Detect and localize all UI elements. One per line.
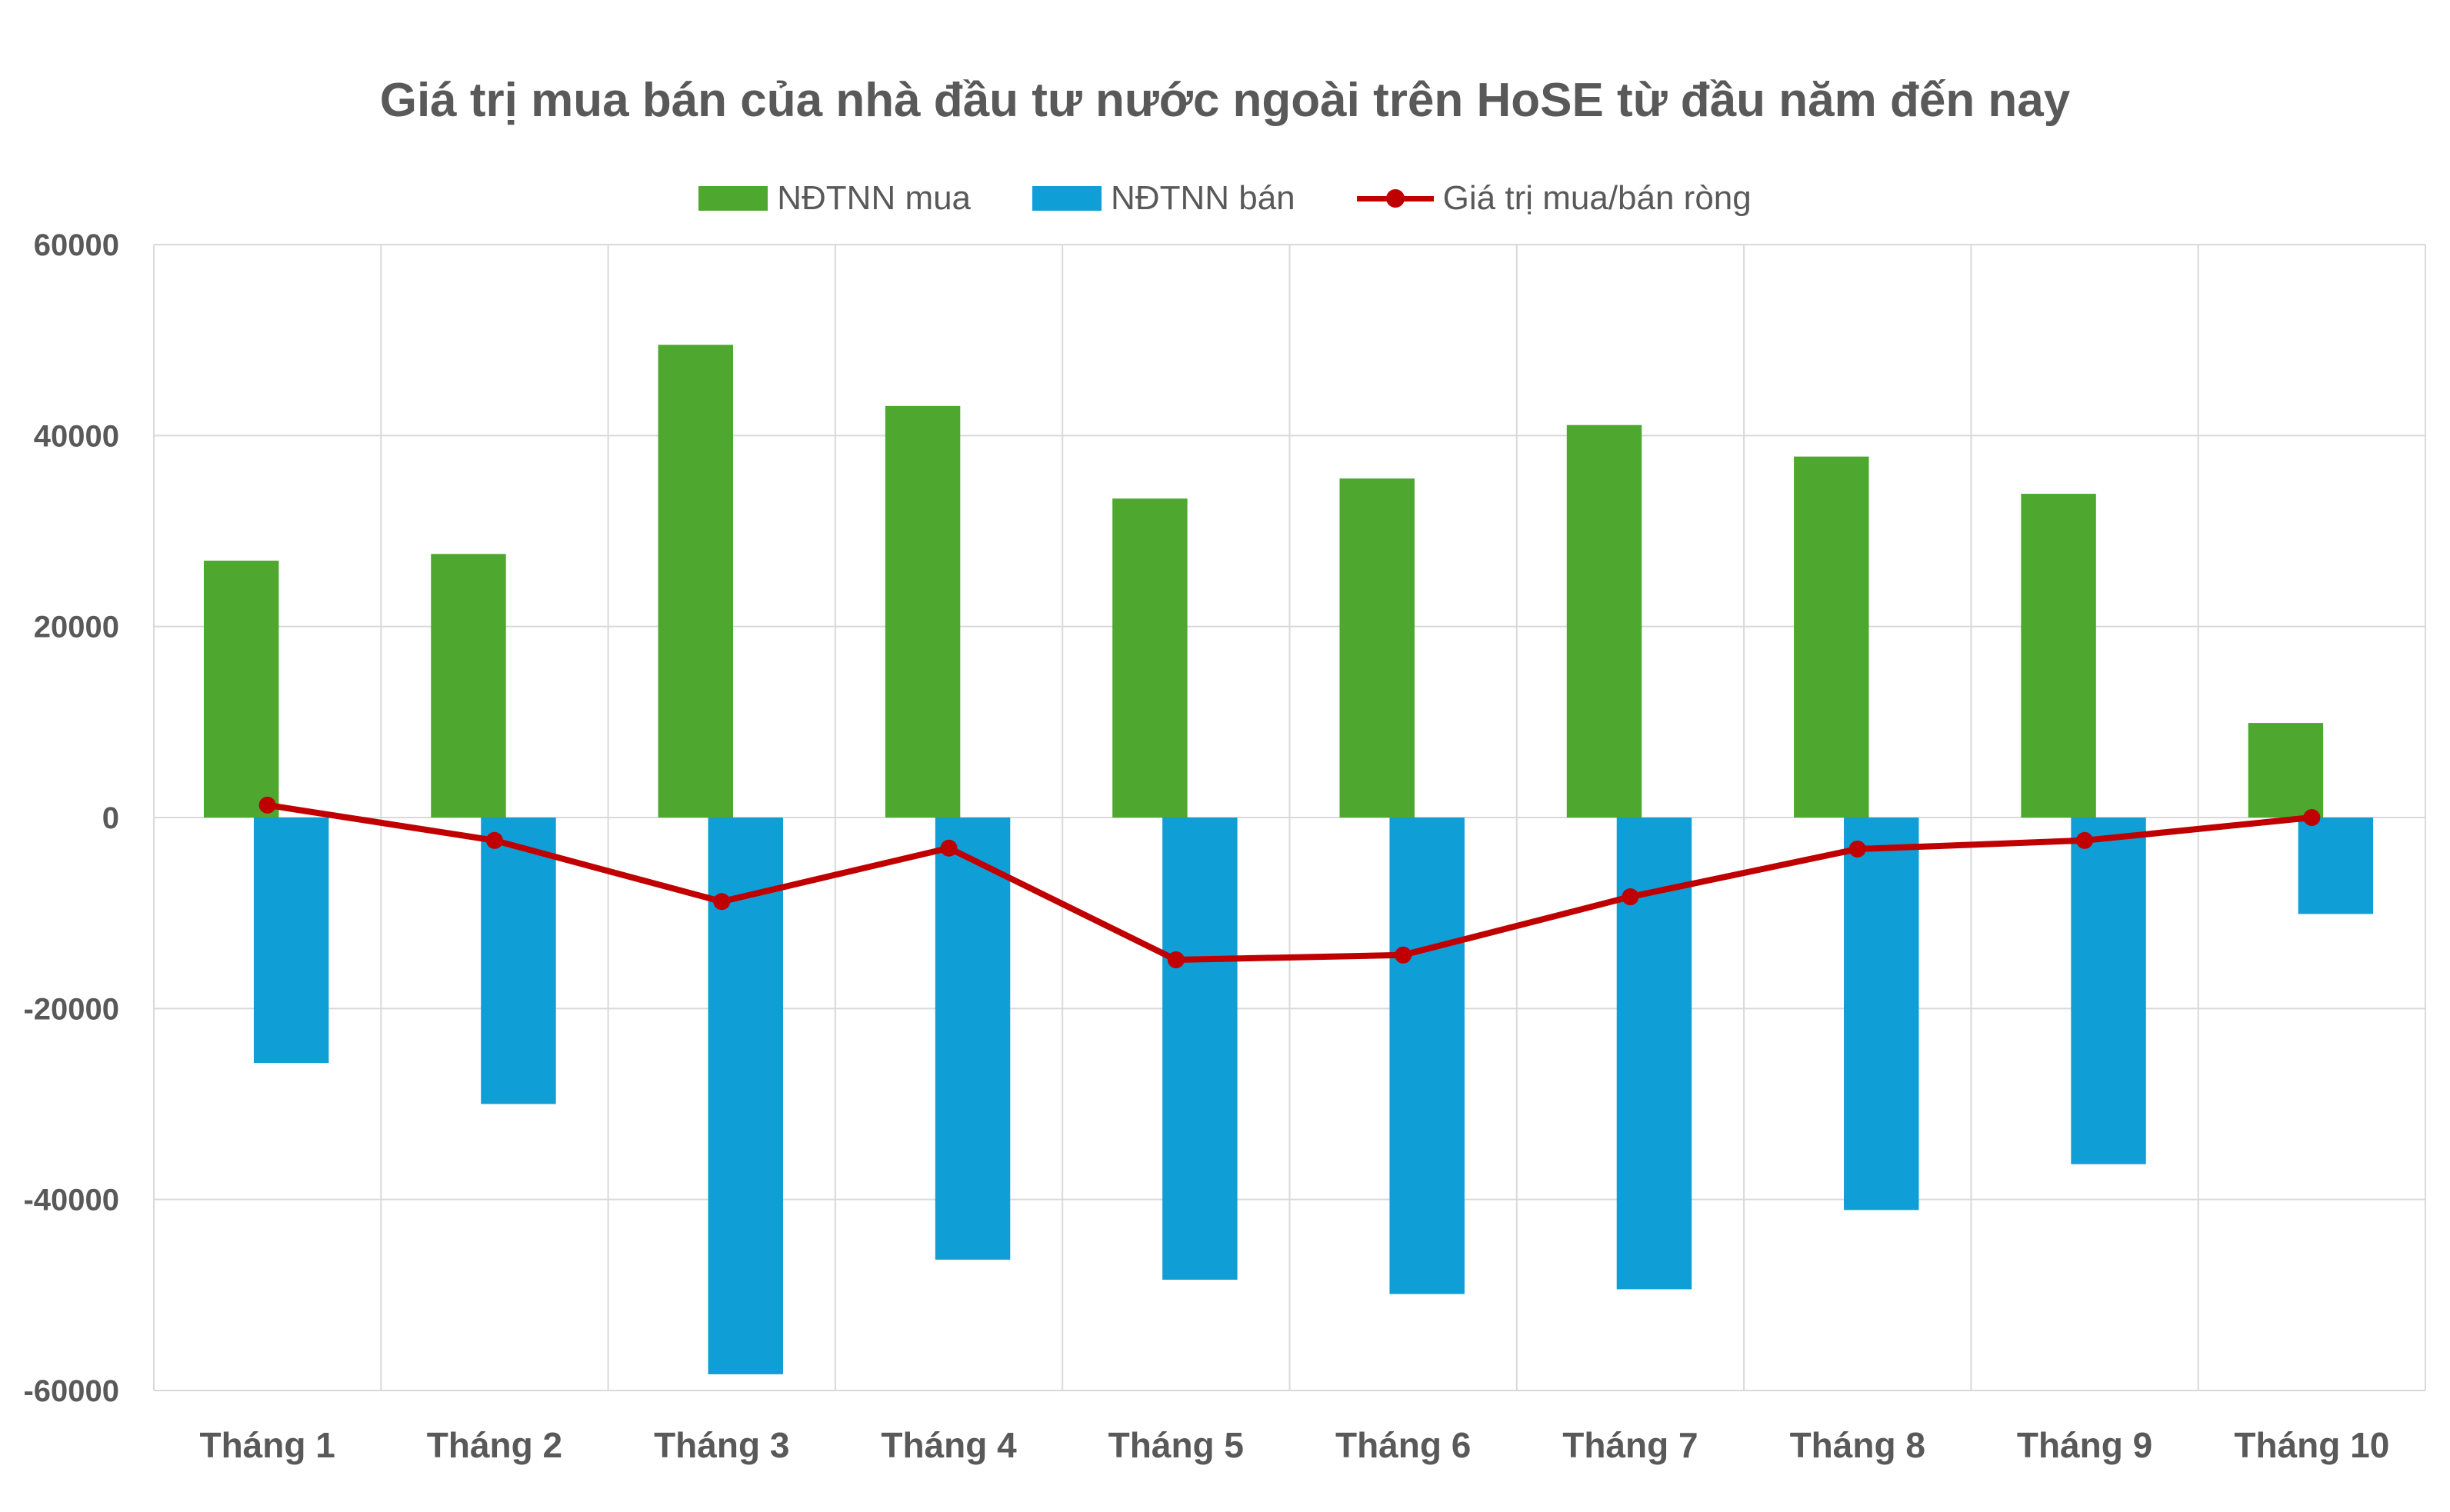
net-line-point <box>713 893 731 911</box>
bar-sell <box>708 818 783 1374</box>
bar-sell <box>1389 818 1465 1294</box>
legend-swatch-sell <box>1032 186 1102 211</box>
legend-swatch-net <box>1356 186 1434 211</box>
x-tick-label: Tháng 8 <box>1790 1425 1925 1465</box>
x-tick-label: Tháng 3 <box>654 1425 789 1465</box>
x-tick-label: Tháng 7 <box>1562 1425 1698 1465</box>
net-line-point <box>2076 831 2094 849</box>
net-line-point <box>940 839 958 857</box>
net-line-point <box>1167 951 1185 969</box>
bar-buy <box>1794 456 1869 818</box>
bar-buy <box>431 554 506 818</box>
bars <box>203 345 2374 1374</box>
net-line-point <box>485 831 503 849</box>
y-tick-label: 40000 <box>34 419 119 453</box>
bar-buy <box>885 405 961 818</box>
x-tick-label: Tháng 9 <box>2017 1425 2152 1465</box>
net-line-point <box>2303 809 2321 826</box>
y-tick-label: 20000 <box>34 611 119 644</box>
legend-item-buy: NĐTNN mua <box>698 179 971 218</box>
legend-swatch-buy <box>698 186 768 211</box>
y-axis-ticks: 60000 40000 20000 0 -20000 -40000 -60000 <box>23 228 119 1408</box>
bar-sell <box>2298 818 2374 914</box>
net-line <box>258 796 2321 969</box>
legend-item-sell: NĐTNN bán <box>1032 179 1295 218</box>
bar-buy <box>1339 478 1415 818</box>
x-axis-labels: Tháng 1 Tháng 2 Tháng 3 Tháng 4 Tháng 5 Tháng… <box>199 1425 2389 1465</box>
bar-buy <box>2248 723 2324 818</box>
bar-buy <box>2021 494 2096 818</box>
bar-buy <box>658 345 734 818</box>
chart-title: Giá trị mua bán của nhà đầu tư nước ngoà… <box>379 74 2071 127</box>
bar-sell <box>253 818 329 1064</box>
net-line-point <box>1622 888 1639 906</box>
x-tick-label: Tháng 4 <box>881 1425 1017 1465</box>
bar-sell <box>481 818 556 1104</box>
bar-buy <box>203 560 279 818</box>
y-tick-label: 60000 <box>34 228 119 262</box>
x-tick-label: Tháng 10 <box>2234 1425 2389 1465</box>
legend-item-net: Giá trị mua/bán ròng <box>1356 179 1752 218</box>
x-tick-label: Tháng 6 <box>1335 1425 1471 1465</box>
net-line-point <box>1848 840 1866 858</box>
y-tick-label: 0 <box>102 801 119 835</box>
net-line-path <box>267 801 2312 964</box>
legend-label-net: Giá trị mua/bán ròng <box>1442 179 1752 217</box>
net-line-point <box>258 796 276 814</box>
x-tick-label: Tháng 1 <box>199 1425 335 1465</box>
net-line-point <box>1395 946 1412 964</box>
bar-sell <box>1162 818 1238 1280</box>
bar-sell <box>1844 818 1919 1211</box>
x-tick-label: Tháng 2 <box>427 1425 562 1465</box>
x-tick-label: Tháng 5 <box>1108 1425 1244 1465</box>
y-tick-label: -40000 <box>23 1184 119 1217</box>
y-tick-label: -60000 <box>23 1374 119 1408</box>
bar-sell <box>2071 818 2146 1164</box>
y-tick-label: -20000 <box>23 992 119 1026</box>
legend: NĐTNN mua NĐTNN bán Giá trị mua/bán ròng <box>0 175 2450 221</box>
bar-buy <box>1566 425 1642 818</box>
legend-label-buy: NĐTNN mua <box>777 179 972 217</box>
legend-label-sell: NĐTNN bán <box>1111 179 1295 217</box>
bar-buy <box>1112 498 1188 818</box>
bar-sell <box>935 818 1011 1260</box>
